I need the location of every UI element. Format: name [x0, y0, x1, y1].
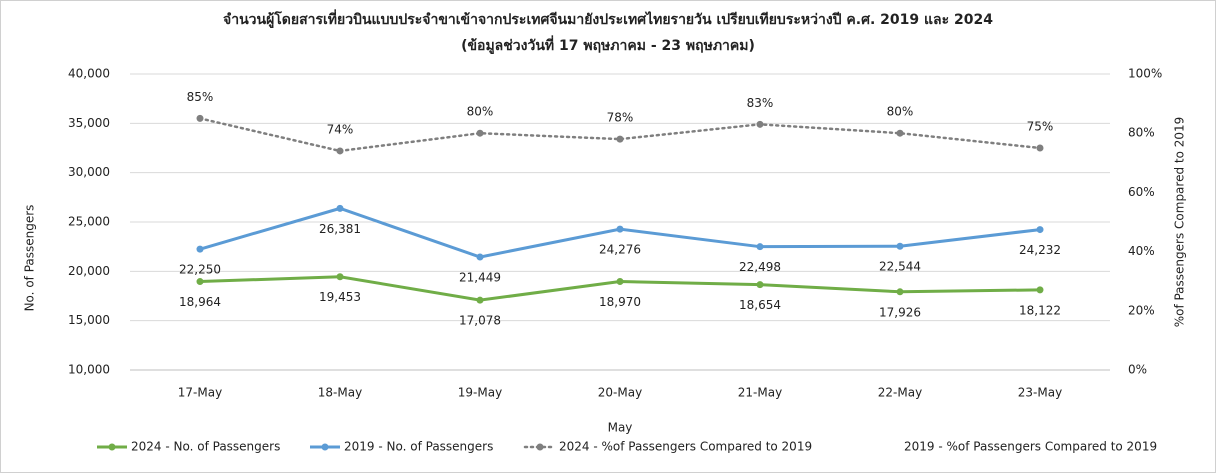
data-point	[476, 129, 484, 137]
data-label: 80%	[467, 105, 494, 119]
x-tick-label: 22-May	[878, 386, 922, 400]
x-tick-label: 17-May	[178, 386, 222, 400]
x-tick-label: 20-May	[598, 386, 642, 400]
legend-marker	[536, 443, 544, 451]
data-label: 19,453	[319, 290, 361, 304]
data-label: 80%	[887, 105, 914, 119]
y-tick-label: 10,000	[68, 363, 110, 377]
data-point	[896, 288, 904, 296]
data-label: 18,970	[599, 295, 641, 309]
data-point	[756, 243, 764, 251]
data-point	[336, 204, 344, 212]
x-tick-label: 21-May	[738, 386, 782, 400]
data-point	[1036, 286, 1044, 294]
data-label: 24,232	[1019, 243, 1061, 257]
data-label: 74%	[327, 122, 354, 136]
y-tick-label: 35,000	[68, 116, 110, 130]
y2-tick-label: 80%	[1128, 126, 1155, 140]
legend-label: 2019 - No. of Passengers	[344, 440, 493, 454]
data-point	[896, 242, 904, 250]
y2-tick-label: 40%	[1128, 244, 1155, 258]
y-tick-label: 20,000	[68, 264, 110, 278]
data-label: 18,122	[1019, 303, 1061, 317]
data-point	[616, 135, 624, 143]
y-axis-title: No. of Passengers	[23, 205, 37, 312]
data-label: 17,078	[459, 314, 501, 328]
legend-marker	[321, 443, 329, 451]
data-point	[616, 225, 624, 233]
data-point	[1036, 226, 1044, 234]
y-tick-label: 30,000	[68, 165, 110, 179]
data-point	[476, 253, 484, 261]
data-label: 83%	[747, 96, 774, 110]
data-label: 18,964	[179, 295, 221, 309]
y2-tick-label: 20%	[1128, 303, 1155, 317]
data-point	[196, 245, 204, 253]
data-point	[616, 277, 624, 285]
y2-tick-label: 0%	[1128, 363, 1147, 377]
x-axis-title: May	[608, 421, 633, 435]
chart-subtitle: (ข้อมูลช่วงวันที่ 17 พฤษภาคม - 23 พฤษภาค…	[461, 35, 755, 54]
x-tick-label: 19-May	[458, 386, 502, 400]
data-label: 75%	[1027, 120, 1054, 134]
x-tick-label: 23-May	[1018, 386, 1062, 400]
legend-label: 2024 - No. of Passengers	[131, 440, 280, 454]
legend-marker	[108, 443, 116, 451]
y2-tick-label: 60%	[1128, 185, 1155, 199]
data-point	[196, 114, 204, 122]
data-label: 17,926	[879, 305, 921, 319]
chart-title: จำนวนผู้โดยสารเที่ยวบินแบบประจำขาเข้าจาก…	[223, 9, 993, 28]
data-point	[896, 129, 904, 137]
data-label: 22,544	[879, 260, 921, 274]
data-point	[1036, 144, 1044, 152]
data-label: 22,250	[179, 263, 221, 277]
data-label: 22,498	[739, 260, 781, 274]
data-point	[756, 281, 764, 289]
data-label: 78%	[607, 111, 634, 125]
y-tick-label: 40,000	[68, 67, 110, 81]
legend-label: 2024 - %of Passengers Compared to 2019	[559, 440, 812, 454]
data-label: 24,276	[599, 243, 641, 257]
y-tick-label: 25,000	[68, 215, 110, 229]
legend-label: 2019 - %of Passengers Compared to 2019	[904, 440, 1157, 454]
data-point	[476, 296, 484, 304]
data-label: 85%	[187, 90, 214, 104]
data-label: 26,381	[319, 222, 361, 236]
data-label: 21,449	[459, 271, 501, 285]
x-tick-label: 18-May	[318, 386, 362, 400]
data-point	[336, 273, 344, 281]
data-point	[336, 147, 344, 155]
y-tick-label: 15,000	[68, 313, 110, 327]
data-point	[196, 278, 204, 286]
y2-tick-label: 100%	[1128, 67, 1162, 81]
data-label: 18,654	[739, 298, 781, 312]
data-point	[756, 120, 764, 128]
y2-axis-title: %of Passengers Compared to 2019	[1173, 117, 1187, 328]
